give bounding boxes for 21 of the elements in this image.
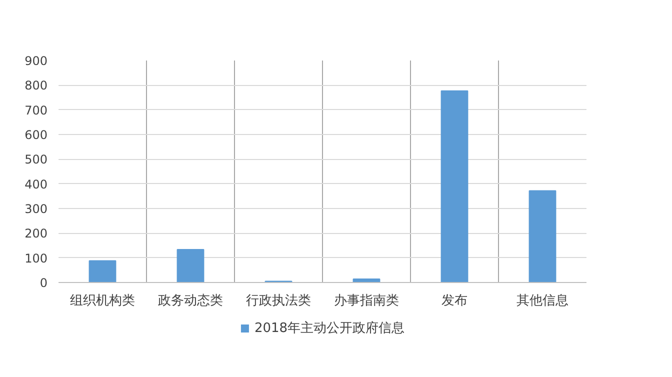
x-tick-label: 办事指南类 bbox=[334, 294, 399, 308]
x-tick-label: 其他信息 bbox=[516, 294, 568, 308]
y-tick-label: 900 bbox=[24, 54, 48, 68]
y-tick-label: 200 bbox=[24, 226, 48, 241]
y-tick-label: 800 bbox=[24, 78, 48, 93]
legend-label: 2018年主动公开政府信息 bbox=[254, 320, 405, 337]
bar bbox=[440, 90, 468, 282]
y-tick-label: 100 bbox=[24, 251, 48, 266]
y-tick-label: 0 bbox=[40, 276, 48, 290]
y-tick-label: 400 bbox=[24, 177, 48, 192]
bar bbox=[88, 260, 116, 282]
bar bbox=[528, 190, 556, 282]
y-tick-label: 500 bbox=[24, 152, 48, 167]
x-tick-label: 行政执法类 bbox=[246, 294, 311, 308]
y-tick-label: 300 bbox=[24, 202, 48, 216]
y-tick-label: 700 bbox=[24, 103, 48, 118]
x-tick-label: 发布 bbox=[442, 294, 468, 308]
x-tick-label: 政务动态类 bbox=[158, 294, 223, 308]
y-tick-label: 600 bbox=[24, 128, 48, 142]
x-tick-label: 组织机构类 bbox=[70, 294, 135, 308]
bar bbox=[176, 248, 204, 282]
